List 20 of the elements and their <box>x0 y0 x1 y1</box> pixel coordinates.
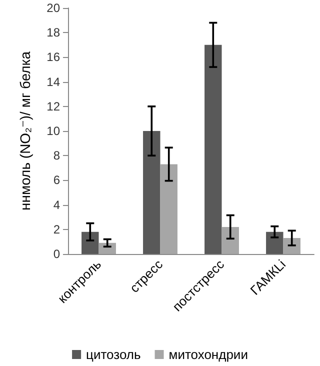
bar <box>222 226 239 254</box>
y-tick-label: 18 <box>46 26 60 40</box>
bar <box>204 44 222 254</box>
y-tick-label: 8 <box>53 148 60 163</box>
y-tick-label: 20 <box>46 1 60 15</box>
y-tick-label: 12 <box>46 99 60 114</box>
bar <box>82 232 99 254</box>
y-axis-title: ннмоль (NO₂⁻)/ мг белка <box>17 51 33 211</box>
bar <box>143 131 160 254</box>
y-tick-label: 14 <box>46 74 60 89</box>
y-tick-label: 10 <box>46 124 60 138</box>
y-tick-label: 2 <box>53 222 60 236</box>
bar <box>160 164 178 254</box>
y-tick-label: 16 <box>46 50 60 64</box>
bar <box>266 232 284 254</box>
y-tick-label: 4 <box>53 198 60 212</box>
y-tick-label: 0 <box>53 247 60 261</box>
legend-label: митохондрии <box>168 347 248 362</box>
legend-label: цитозоль <box>86 347 141 362</box>
y-tick-label: 6 <box>53 173 60 188</box>
